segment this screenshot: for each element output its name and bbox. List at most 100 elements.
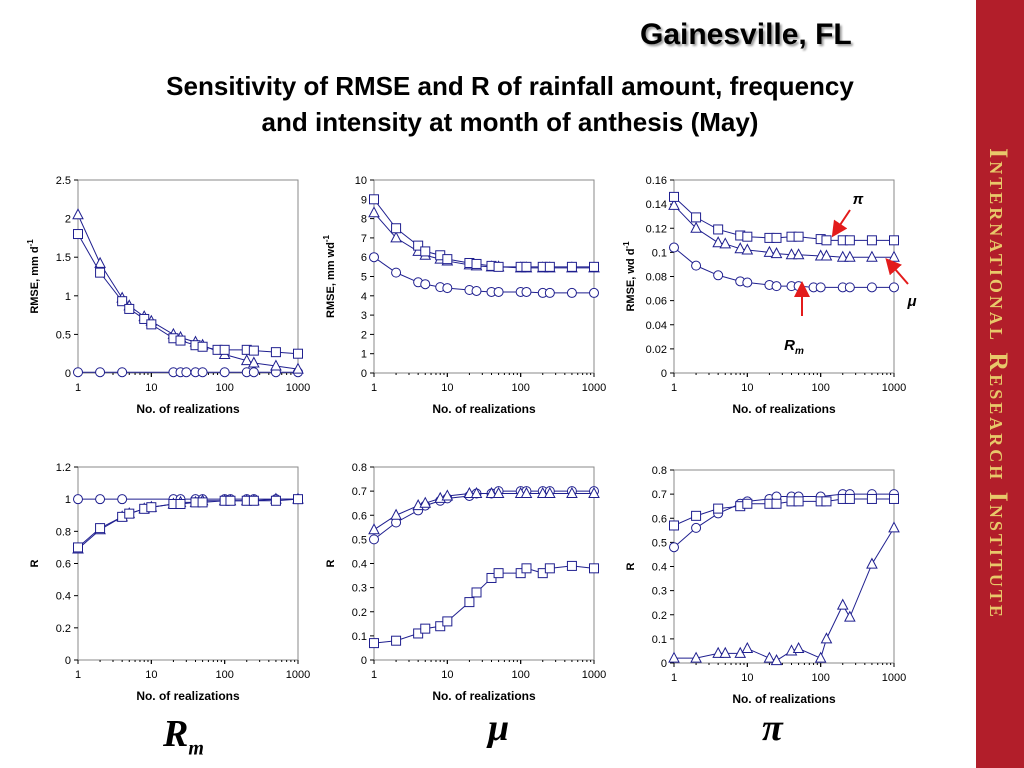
data-point-circle — [521, 286, 532, 297]
y-tick-label: 5 — [361, 272, 367, 284]
location-title: Gainesville, FL — [640, 18, 852, 51]
data-point-circle — [73, 367, 83, 378]
data-point-square — [866, 493, 877, 504]
y-axis-label: RMSE, mm wd-1 — [322, 235, 337, 318]
data-point-square — [73, 229, 83, 240]
y-tick-label: 0.5 — [352, 534, 367, 546]
data-point-triangle — [390, 508, 402, 520]
y-axis-label-superscript: -1 — [26, 239, 35, 247]
data-point-triangle — [566, 486, 578, 499]
data-point-triangle — [492, 486, 505, 499]
x-tick-label: 1000 — [882, 382, 906, 394]
data-point-circle — [771, 281, 782, 292]
data-point-triangle — [814, 651, 827, 663]
label-pi: π — [762, 707, 783, 749]
x-tick-label: 100 — [215, 382, 233, 394]
y-tick-label: 0.12 — [646, 223, 667, 235]
x-axis-label: No. of realizations — [136, 689, 240, 703]
y-axis-label: RMSE, mm d-1 — [26, 239, 41, 314]
data-point-square — [248, 345, 259, 356]
data-point-square — [771, 498, 782, 509]
y-tick-label: 0.04 — [646, 320, 667, 332]
data-point-square — [889, 493, 899, 504]
y-tick-label: 1 — [65, 291, 71, 303]
data-point-circle — [197, 367, 208, 378]
data-point-square — [420, 623, 431, 634]
data-point-triangle — [668, 198, 680, 210]
data-point-square — [146, 319, 157, 330]
data-point-triangle — [292, 362, 304, 374]
x-tick-label: 10 — [145, 382, 157, 394]
y-tick-label: 8 — [361, 214, 367, 226]
data-point-circle — [442, 283, 453, 294]
x-tick-label: 100 — [511, 669, 529, 681]
data-point-square — [793, 231, 804, 242]
data-point-triangle — [270, 359, 282, 371]
data-point-square — [844, 235, 855, 246]
y-axis-label: R — [625, 562, 637, 570]
data-point-square — [270, 347, 281, 358]
data-point-triangle — [844, 250, 856, 262]
data-point-triangle — [741, 243, 754, 255]
data-point-circle — [181, 367, 192, 378]
data-point-triangle — [836, 250, 849, 262]
x-tick-label: 1 — [671, 672, 677, 684]
data-point-circle — [691, 522, 702, 533]
y-tick-label: 0 — [661, 368, 667, 380]
x-tick-label: 100 — [215, 669, 233, 681]
plot-area — [77, 466, 299, 661]
data-point-square — [669, 520, 679, 531]
data-point-triangle — [248, 356, 260, 368]
data-point-square — [124, 508, 135, 519]
x-tick-label: 1 — [671, 382, 677, 394]
y-tick-label: 0.3 — [652, 586, 667, 598]
y-tick-label: 2 — [65, 214, 71, 226]
data-point-square — [866, 235, 877, 246]
data-point-square — [521, 563, 532, 574]
data-point-circle — [420, 279, 431, 290]
y-tick-label: 0.7 — [352, 486, 367, 498]
y-axis-label: R — [29, 559, 41, 567]
data-point-triangle — [712, 646, 724, 658]
data-point-square — [589, 261, 599, 272]
data-point-square — [493, 261, 504, 272]
data-point-triangle — [690, 221, 702, 233]
x-axis-label: No. of realizations — [432, 689, 536, 703]
y-tick-label: 0.4 — [56, 591, 71, 603]
y-tick-label: 0 — [661, 658, 667, 670]
data-point-square — [742, 498, 753, 509]
label-rm: Rm — [163, 712, 204, 761]
y-tick-label: 0 — [361, 368, 367, 380]
data-point-circle — [219, 367, 230, 378]
data-point-square — [691, 212, 702, 223]
data-point-triangle — [734, 242, 747, 254]
x-tick-label: 10 — [741, 672, 753, 684]
y-axis-label-superscript: -1 — [322, 235, 331, 243]
data-point-triangle — [690, 651, 702, 663]
data-point-square — [369, 194, 379, 205]
data-point-triangle — [520, 486, 533, 499]
y-tick-label: 0 — [361, 655, 367, 667]
data-point-square — [270, 495, 281, 506]
data-point-circle — [471, 285, 482, 296]
data-point-triangle — [866, 557, 878, 569]
y-tick-label: 0.7 — [652, 489, 667, 501]
data-point-circle — [493, 286, 504, 297]
chart-rmse-frequency: 0 0.02 0.04 0.06 0.08 0.1 0.12 0.14 0.16 1 10 100 10… — [618, 168, 918, 428]
data-point-square — [146, 502, 157, 513]
data-point-triangle — [72, 208, 84, 220]
data-point-circle — [742, 277, 753, 288]
x-tick-label: 10 — [441, 382, 453, 394]
y-tick-label: 0.1 — [352, 631, 367, 643]
data-point-square — [117, 296, 128, 307]
y-tick-label: 9 — [361, 194, 367, 206]
data-point-triangle — [544, 486, 556, 499]
data-point-triangle — [719, 646, 732, 658]
data-point-triangle — [836, 598, 849, 610]
x-tick-label: 10 — [145, 669, 157, 681]
x-axis-label: No. of realizations — [136, 402, 240, 416]
data-point-triangle — [588, 486, 600, 499]
y-tick-label: 0.8 — [56, 526, 71, 538]
x-axis-label: No. of realizations — [732, 402, 836, 416]
